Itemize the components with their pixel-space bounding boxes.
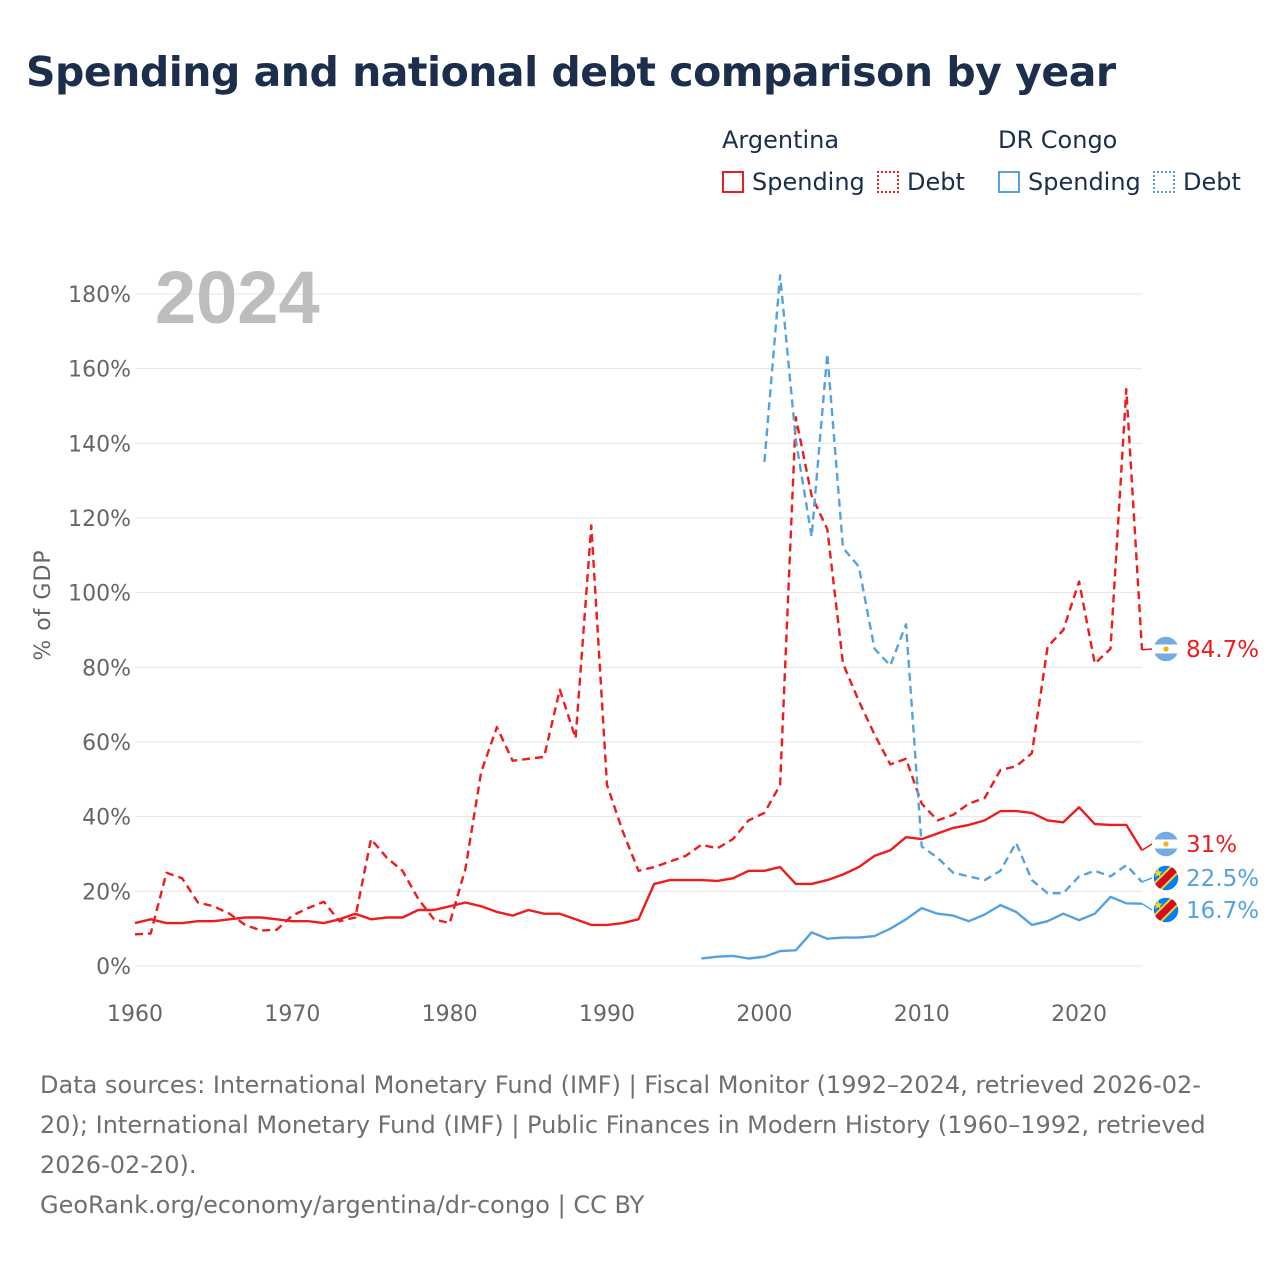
argentina-flag-icon [1152, 830, 1180, 858]
legend-argentina-spending[interactable]: Spending [722, 168, 865, 196]
end-connector [1141, 903, 1153, 911]
legend-label: Spending [752, 168, 865, 196]
y-tick-label: 140% [68, 432, 131, 457]
y-tick-label: 120% [68, 507, 131, 532]
legend-label: Debt [907, 168, 965, 196]
y-tick-label: 100% [68, 582, 131, 607]
legend-swatch-argentina-spending [722, 171, 744, 193]
y-axis: 0% 20% 40% 60% 80% 100% 120% 140% 160% 180% [68, 283, 131, 980]
series-line-argentina-spending[interactable] [134, 806, 1144, 927]
credit-link[interactable]: GeoRank.org/economy/argentina/dr-congo |… [40, 1191, 645, 1219]
legend-label: Debt [1183, 168, 1241, 196]
legend-dr-congo-debt[interactable]: Debt [1153, 168, 1241, 196]
end-labels: 84.7% 31% 22.5% 16.7% [1141, 635, 1259, 924]
chart-title: Spending and national debt comparison by… [26, 48, 1116, 96]
y-tick-label: 80% [82, 656, 131, 681]
x-tick-label: 1960 [107, 1002, 163, 1027]
y-tick-label: 160% [68, 358, 131, 383]
x-axis: 1960 1970 1980 1990 2000 2010 2020 [107, 1002, 1107, 1027]
legend-swatch-dr-congo-debt [1153, 171, 1175, 193]
y-tick-label: 40% [82, 806, 131, 831]
x-tick-label: 2020 [1051, 1002, 1107, 1027]
series-layer [134, 274, 1144, 960]
y-tick-label: 0% [96, 955, 131, 980]
x-tick-label: 1990 [579, 1002, 635, 1027]
legend-swatch-argentina-debt [877, 171, 899, 193]
year-watermark: 2024 [155, 256, 320, 339]
legend-group-dr-congo: DR Congo [998, 126, 1118, 154]
end-label-argentina-spending: 31% [1186, 832, 1237, 858]
end-label-dr-congo-spending: 16.7% [1186, 898, 1259, 924]
argentina-flag-icon [1152, 635, 1180, 663]
x-tick-label: 1980 [422, 1002, 478, 1027]
dr-congo-flag-icon [1152, 896, 1180, 924]
data-sources: Data sources: International Monetary Fun… [40, 1071, 1206, 1179]
legend-group-argentina: Argentina [722, 126, 840, 154]
legend-argentina-debt[interactable]: Debt [877, 168, 965, 196]
series-line-dr-congo-spending[interactable] [701, 895, 1143, 960]
legend-dr-congo-spending[interactable]: Spending [998, 168, 1141, 196]
footer: Data sources: International Monetary Fun… [40, 1065, 1240, 1225]
y-tick-label: 20% [82, 880, 131, 905]
line-chart: 2024 0%20%40%60%80%100%120%140%160%180% … [31, 256, 1259, 1027]
end-connector [1141, 843, 1153, 851]
x-tick-label: 1970 [264, 1002, 320, 1027]
legend-swatch-dr-congo-spending [998, 171, 1020, 193]
series-line-dr-congo-debt[interactable] [763, 274, 1143, 895]
end-label-argentina-debt: 84.7% [1186, 637, 1259, 663]
x-tick-label: 2010 [894, 1002, 950, 1027]
y-tick-label: 60% [82, 731, 131, 756]
dr-congo-flag-icon [1152, 864, 1180, 892]
end-connector [1141, 648, 1153, 651]
series-line-argentina-debt[interactable] [134, 388, 1144, 936]
grid [135, 293, 1142, 967]
y-tick-label: 180% [68, 283, 131, 308]
end-label-dr-congo-debt: 22.5% [1186, 866, 1259, 892]
legend-label: Spending [1028, 168, 1141, 196]
end-connector [1141, 877, 1153, 883]
x-tick-label: 2000 [736, 1002, 792, 1027]
y-axis-title: % of GDP [31, 549, 56, 660]
